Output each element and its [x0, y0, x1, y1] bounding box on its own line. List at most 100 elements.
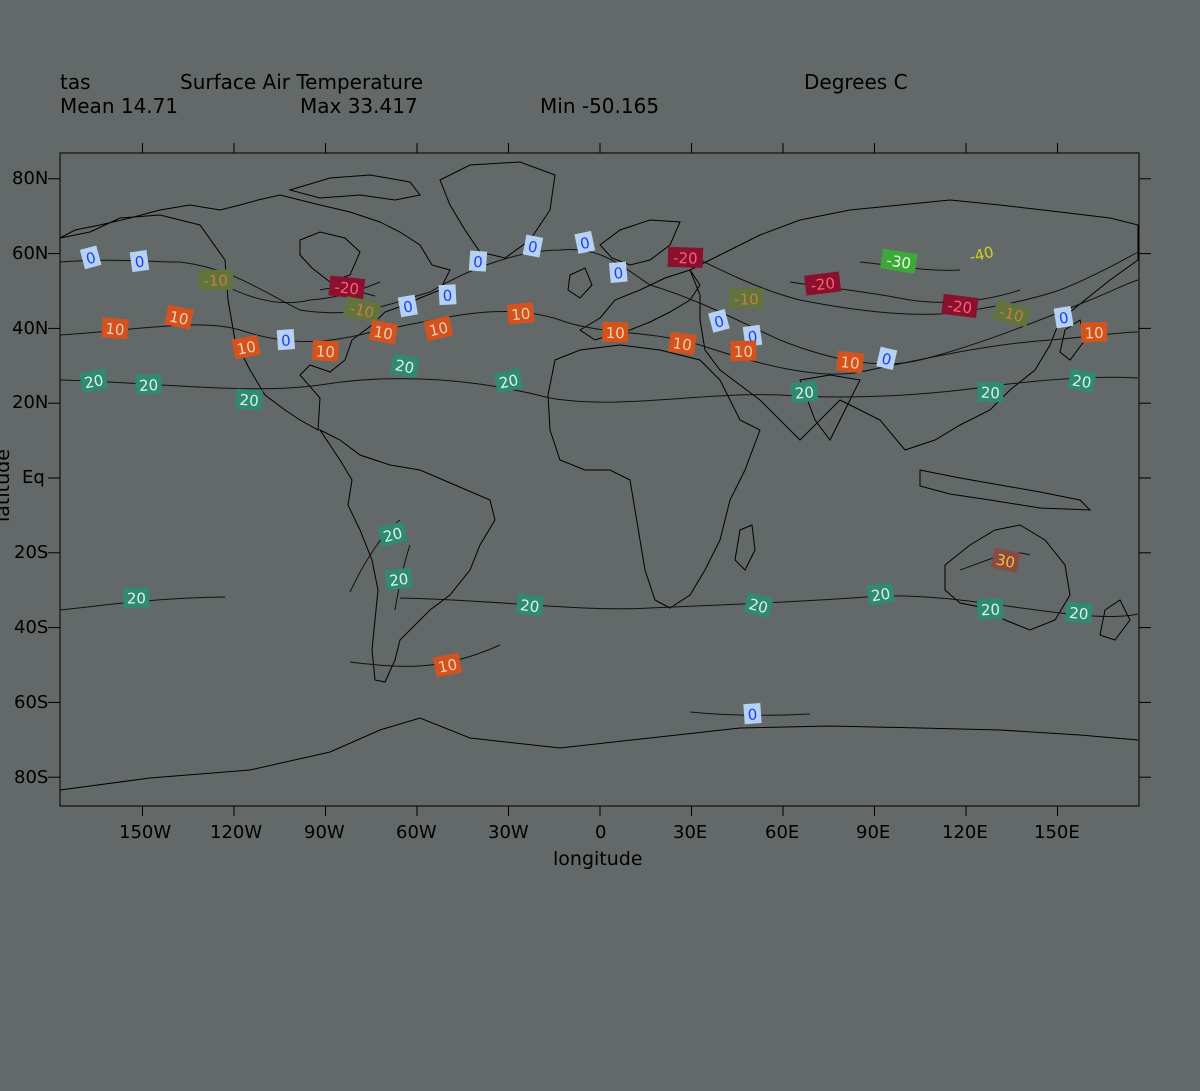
variable-name: tas — [60, 70, 91, 94]
min-value: Min -50.165 — [540, 94, 660, 118]
ytick-label: 60N — [12, 243, 49, 264]
contour-label-text: 20 — [870, 585, 892, 606]
contour-label-text: 0 — [134, 252, 146, 271]
mean-value: Mean 14.71 — [60, 94, 179, 118]
xtick-label: 120E — [942, 822, 988, 843]
contour-label: 0 — [743, 703, 762, 725]
contour-label-text: 0 — [526, 237, 539, 256]
contour-line-20n — [59, 376, 1139, 403]
contour-label: 0 — [129, 249, 150, 273]
contour-label: -30 — [880, 248, 918, 274]
contour-label: 10 — [836, 350, 865, 374]
contour-label-text: 10 — [672, 334, 693, 354]
contour-line-neg20 — [319, 281, 1021, 303]
contour-label-box — [1065, 601, 1093, 624]
contour-label-text: -20 — [947, 297, 974, 318]
contour-label-text: -30 — [885, 251, 912, 273]
contour-label: 0 — [397, 294, 418, 318]
contour-label-box — [468, 250, 488, 272]
contour-label-box — [866, 582, 896, 606]
contour-label-box — [668, 331, 697, 356]
contour-label: 20 — [790, 380, 819, 404]
contour-label: 20 — [123, 587, 150, 608]
xtick-label: 30E — [673, 822, 708, 843]
contour-label-text: 20 — [139, 376, 159, 395]
contour-label-text: 20 — [1068, 604, 1089, 624]
xtick-label: 30W — [488, 822, 529, 843]
contour-label-box — [135, 373, 163, 396]
coastline-new-zealand — [1099, 599, 1131, 641]
contour-label: 20 — [135, 373, 163, 396]
contour-label-text: 0 — [747, 705, 758, 724]
contour-label-box — [276, 329, 296, 351]
contour-label-box — [977, 598, 1004, 620]
contour-label-box — [1067, 368, 1097, 393]
contour-label-text: -40 — [967, 243, 995, 266]
contour-label-box — [977, 381, 1004, 403]
max-value: Max 33.417 — [300, 94, 418, 118]
contour-label-box — [384, 567, 413, 591]
coastline-british-isles — [567, 267, 593, 299]
contour-label: 0 — [708, 309, 730, 333]
contour-label-text: 10 — [510, 304, 531, 324]
contour-label-box — [1053, 305, 1074, 329]
contour-label-text: 0 — [84, 248, 98, 268]
contour-label-text: 10 — [372, 323, 394, 344]
contour-label: 20 — [384, 567, 413, 591]
contour-label-text: -10 — [203, 272, 228, 290]
contour-label-text: 0 — [747, 327, 759, 346]
contour-label-text: 20 — [981, 384, 1001, 403]
contour-label: 20 — [977, 598, 1004, 620]
contour-line-0n — [59, 248, 1139, 365]
contour-label-text: 20 — [388, 570, 409, 590]
contour-label-text: 0 — [281, 331, 292, 350]
contour-label-text: 10 — [315, 342, 335, 361]
contour-label-text: 0 — [613, 264, 624, 283]
contour-label: 10 — [164, 304, 194, 330]
contour-label-box — [990, 547, 1021, 573]
contour-label-box — [730, 340, 757, 362]
contour-label-box — [390, 353, 420, 379]
contour-label-box — [311, 340, 340, 362]
contour-label: 20 — [1067, 368, 1097, 393]
coastline-hudson-bay — [299, 231, 361, 283]
contour-label-box — [804, 271, 842, 296]
contour-label-box — [123, 587, 150, 608]
contour-label-text: 10 — [105, 320, 126, 340]
contour-label-text: 20 — [239, 391, 259, 410]
contour-label-box — [79, 245, 102, 270]
contour-label-text: -20 — [334, 278, 360, 298]
contour-label: 0 — [876, 346, 898, 370]
contour-label-text: 10 — [235, 337, 257, 358]
contour-label-box — [328, 275, 366, 300]
contour-label-text: 0 — [473, 253, 484, 272]
contour-label-box — [368, 320, 398, 345]
contour-label-box — [876, 346, 898, 370]
ytick-label: 80S — [14, 767, 49, 788]
coastline-antarctica — [59, 717, 1139, 791]
contour-label-box — [79, 368, 109, 393]
ytick-label: 20S — [14, 542, 49, 563]
contour-label: 10 — [1080, 321, 1108, 343]
contour-label-text: 0 — [578, 234, 591, 254]
coastline-australia — [944, 524, 1071, 631]
contour-label: 10 — [423, 315, 454, 342]
variable-long-name: Surface Air Temperature — [180, 70, 424, 94]
ytick-label: 80N — [12, 168, 49, 189]
contour-label: 10 — [730, 340, 757, 362]
contour-label-text: 20 — [747, 595, 770, 617]
contour-label-box — [438, 284, 457, 306]
contour-label-text: 10 — [734, 343, 753, 361]
contour-lines — [59, 248, 1139, 716]
contour-label-text: 20 — [83, 371, 105, 392]
contour-label: -10 — [728, 288, 764, 309]
contour-label-box — [515, 593, 544, 617]
contour-label: 0 — [608, 261, 628, 284]
contour-label-box — [522, 234, 544, 258]
contour-label: -20 — [667, 246, 704, 268]
contour-label-box — [880, 248, 918, 274]
contour-label-box — [708, 309, 730, 333]
coastline-japan — [1059, 319, 1086, 361]
contour-label: -40 — [961, 239, 1001, 268]
